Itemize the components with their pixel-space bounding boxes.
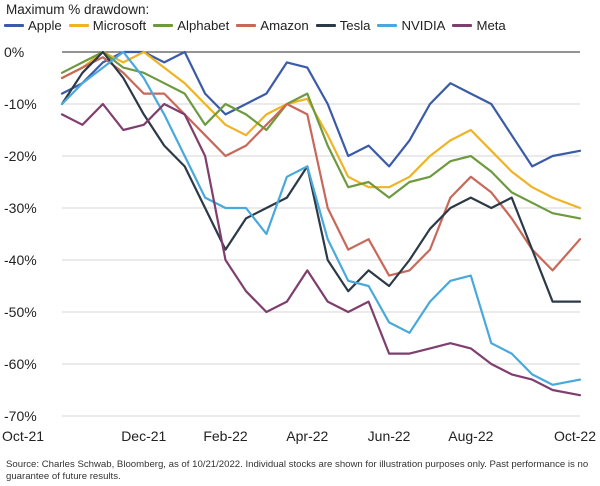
x-tick-label: Dec-21 [121,428,166,444]
legend-label-microsoft: Microsoft [92,18,147,33]
y-tick-label: -20% [4,148,37,164]
legend-item-microsoft: Microsoft [68,18,147,33]
legend-swatch-nvidia [377,24,398,27]
legend-item-meta: Meta [452,18,506,33]
y-tick-label: -60% [4,356,37,372]
gridlines [62,51,580,417]
legend-item-amazon: Amazon [236,18,309,33]
legend-label-tesla: Tesla [339,18,371,33]
chart-title: Maximum % drawdown: [6,2,150,17]
legend-swatch-microsoft [68,24,89,27]
x-tick-label: Aug-22 [448,428,493,444]
legend-item-apple: Apple [4,18,62,33]
x-tick-label: Oct-21 [2,428,44,444]
series-line-tesla [60,50,582,303]
x-tick-label: Oct-22 [554,428,596,444]
legend-label-alphabet: Alphabet [177,18,230,33]
x-tick-label: Apr-22 [286,428,328,444]
x-axis-ticks: Oct-21 Dec-21 Feb-22 Apr-22 Jun-22 Aug-22 Oct-… [2,428,596,444]
legend-label-meta: Meta [476,18,506,33]
series-line-alphabet [60,50,582,220]
y-tick-label: -10% [4,96,37,112]
legend-swatch-meta [452,24,473,27]
series-line-amazon [60,56,582,277]
x-tick-label: Jun-22 [368,428,411,444]
y-tick-label: -70% [4,408,37,424]
chart-legend: Apple Microsoft Alphabet Amazon Tesla NV… [4,18,513,33]
y-tick-label: -30% [4,200,37,216]
series-line-meta [60,102,582,397]
x-tick-label: Feb-22 [203,428,248,444]
y-tick-label: 0% [4,44,24,60]
legend-item-tesla: Tesla [315,18,371,33]
legend-swatch-alphabet [153,24,174,27]
legend-swatch-amazon [236,24,257,27]
y-tick-label: -40% [4,252,37,268]
series-line-nvidia [60,50,582,386]
legend-label-apple: Apple [28,18,62,33]
legend-label-nvidia: NVIDIA [401,18,446,33]
legend-item-alphabet: Alphabet [153,18,229,33]
legend-item-nvidia: NVIDIA [377,18,445,33]
series-lines [60,50,582,397]
y-tick-label: -50% [4,304,37,320]
source-footnote: Source: Charles Schwab, Bloomberg, as of… [6,459,589,482]
legend-label-amazon: Amazon [260,18,309,33]
legend-swatch-apple [4,24,24,27]
legend-swatch-tesla [315,24,336,27]
y-axis-ticks: 0% -10% -20% -30% -40% -50% -60% -70% [4,44,37,424]
